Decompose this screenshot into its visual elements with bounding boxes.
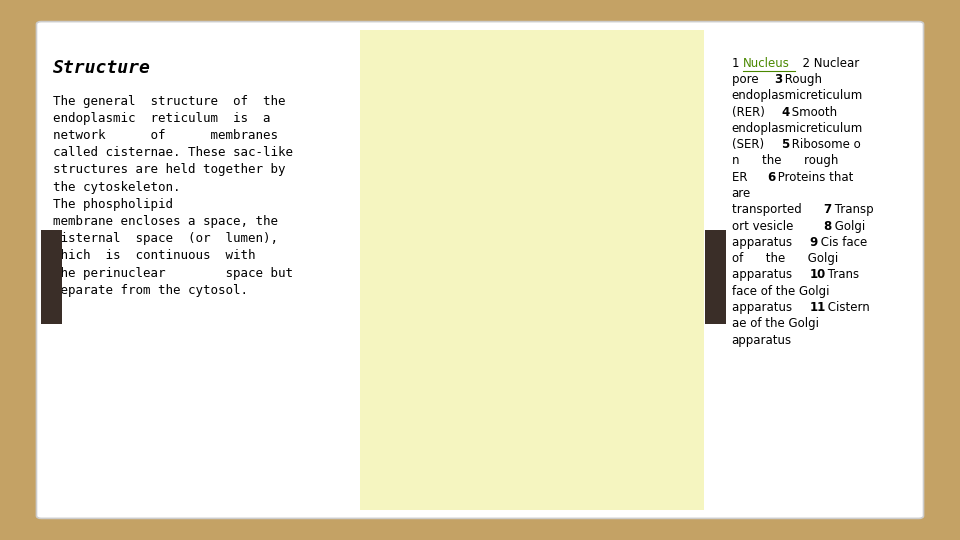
Text: 1: 1 (732, 57, 743, 70)
Text: 11: 11 (809, 301, 826, 314)
Text: Transp: Transp (830, 204, 874, 217)
Text: 7: 7 (824, 204, 831, 217)
Text: Trans: Trans (824, 268, 859, 281)
Text: are: are (732, 187, 751, 200)
Text: 3: 3 (774, 73, 782, 86)
Text: The general  structure  of  the
endoplasmic  reticulum  is  a
network      of   : The general structure of the endoplasmic… (53, 94, 293, 296)
Text: Rough: Rough (781, 73, 822, 86)
Text: pore: pore (732, 73, 766, 86)
Text: Nucleus: Nucleus (743, 57, 789, 70)
Text: 2 Nuclear: 2 Nuclear (795, 57, 859, 70)
Text: ER: ER (732, 171, 758, 184)
Bar (41, 230, 62, 324)
Text: apparatus: apparatus (732, 268, 799, 281)
Text: (RER): (RER) (732, 106, 772, 119)
Text: Proteins that: Proteins that (774, 171, 853, 184)
FancyBboxPatch shape (36, 22, 924, 518)
Bar (360, 30, 704, 510)
Text: Ribosome o: Ribosome o (788, 138, 861, 151)
Text: Cis face: Cis face (817, 236, 867, 249)
Text: 5: 5 (781, 138, 789, 151)
Text: 8: 8 (824, 220, 832, 233)
Text: apparatus: apparatus (732, 334, 792, 347)
Text: Cistern: Cistern (824, 301, 870, 314)
Text: transported: transported (732, 204, 808, 217)
Bar (705, 230, 726, 324)
Text: (SER): (SER) (732, 138, 771, 151)
Text: face of the Golgi: face of the Golgi (732, 285, 829, 298)
Text: endoplasmicreticulum: endoplasmicreticulum (732, 122, 863, 135)
Text: Smooth: Smooth (788, 106, 837, 119)
Text: apparatus: apparatus (732, 301, 799, 314)
Text: apparatus: apparatus (732, 236, 799, 249)
Text: of      the      Golgi: of the Golgi (732, 252, 838, 265)
Text: ort vesicle: ort vesicle (732, 220, 801, 233)
Text: n      the      rough: n the rough (732, 154, 838, 167)
Text: Structure: Structure (53, 59, 151, 77)
Text: Golgi: Golgi (830, 220, 865, 233)
Text: 10: 10 (809, 268, 826, 281)
Text: 6: 6 (767, 171, 775, 184)
Text: 4: 4 (781, 106, 789, 119)
Text: 9: 9 (809, 236, 818, 249)
Text: endoplasmicreticulum: endoplasmicreticulum (732, 89, 863, 102)
Text: ae of the Golgi: ae of the Golgi (732, 318, 819, 330)
